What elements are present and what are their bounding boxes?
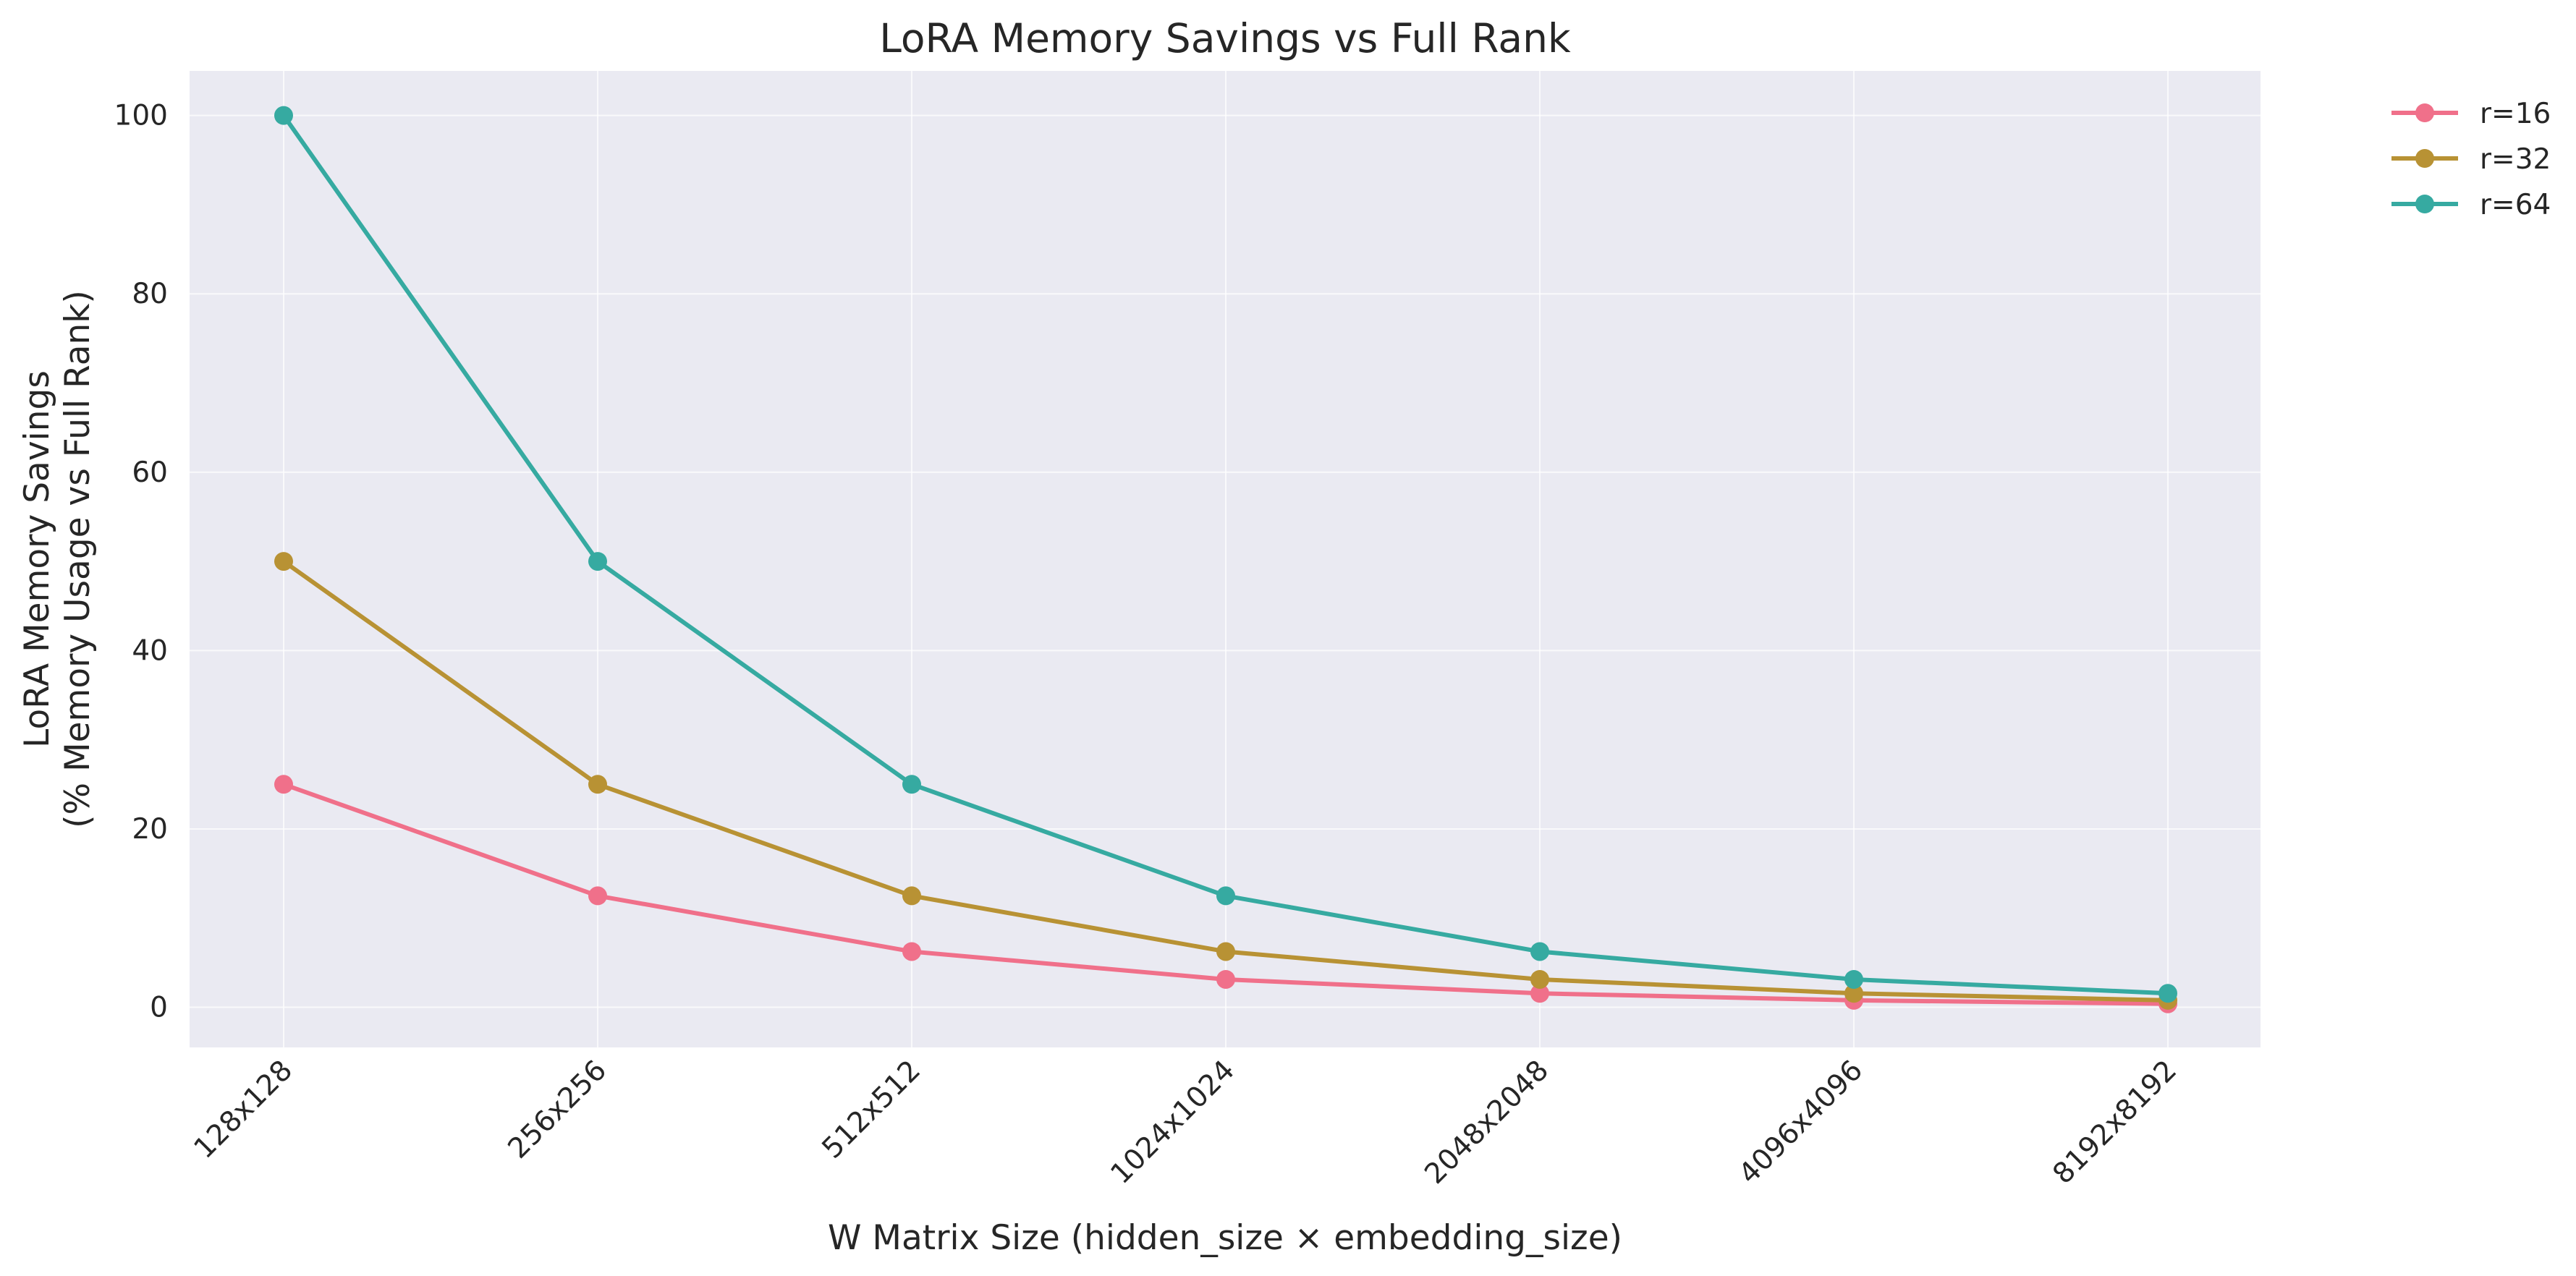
y-tick-label: 0: [150, 992, 168, 1024]
y-tick-label: 100: [114, 100, 168, 132]
y-axis-label-line-2: (% Memory Usage vs Full Rank): [58, 290, 98, 828]
data-point: [588, 886, 607, 906]
data-point: [588, 775, 607, 794]
legend-marker: [2415, 103, 2434, 122]
legend-entry: r=64: [2391, 189, 2551, 221]
legend-marker: [2415, 149, 2434, 168]
y-tick-label: 80: [132, 278, 168, 310]
series-layer: [274, 106, 2177, 1013]
legend-label: r=16: [2480, 98, 2551, 130]
legend-label: r=64: [2480, 189, 2551, 221]
series-r=32: [274, 552, 2177, 1010]
data-point: [274, 106, 293, 125]
y-tick-label: 20: [132, 813, 168, 846]
data-point: [902, 775, 921, 794]
data-point: [274, 775, 293, 794]
legend-label: r=32: [2480, 143, 2551, 176]
data-point: [1844, 984, 1863, 1003]
data-point: [1216, 969, 1235, 989]
data-point: [2158, 984, 2177, 1003]
data-point: [902, 886, 921, 906]
data-point: [1530, 969, 1549, 989]
y-axis-ticks: 0 20 40 60 80 100: [114, 100, 168, 1024]
y-tick-label: 40: [132, 634, 168, 667]
legend-entry: r=16: [2391, 98, 2551, 130]
data-point: [1844, 969, 1863, 989]
data-point: [1530, 984, 1549, 1003]
legend-marker: [2415, 195, 2434, 213]
data-point: [588, 552, 607, 571]
y-axis-label-line-1: LoRA Memory Savings: [17, 370, 57, 748]
data-point: [274, 552, 293, 571]
legend: r=16 r=32 r=64: [2391, 98, 2551, 221]
y-tick-label: 60: [132, 456, 168, 489]
series-r=64: [274, 106, 2177, 1003]
data-point: [1216, 942, 1235, 961]
data-point: [902, 942, 921, 961]
x-axis-label: W Matrix Size (hidden_size × embedding_s…: [828, 1218, 1622, 1258]
data-point: [1530, 942, 1549, 961]
data-point: [1216, 886, 1235, 906]
chart-title: LoRA Memory Savings vs Full Rank: [879, 15, 1571, 61]
legend-entry: r=32: [2391, 143, 2551, 176]
